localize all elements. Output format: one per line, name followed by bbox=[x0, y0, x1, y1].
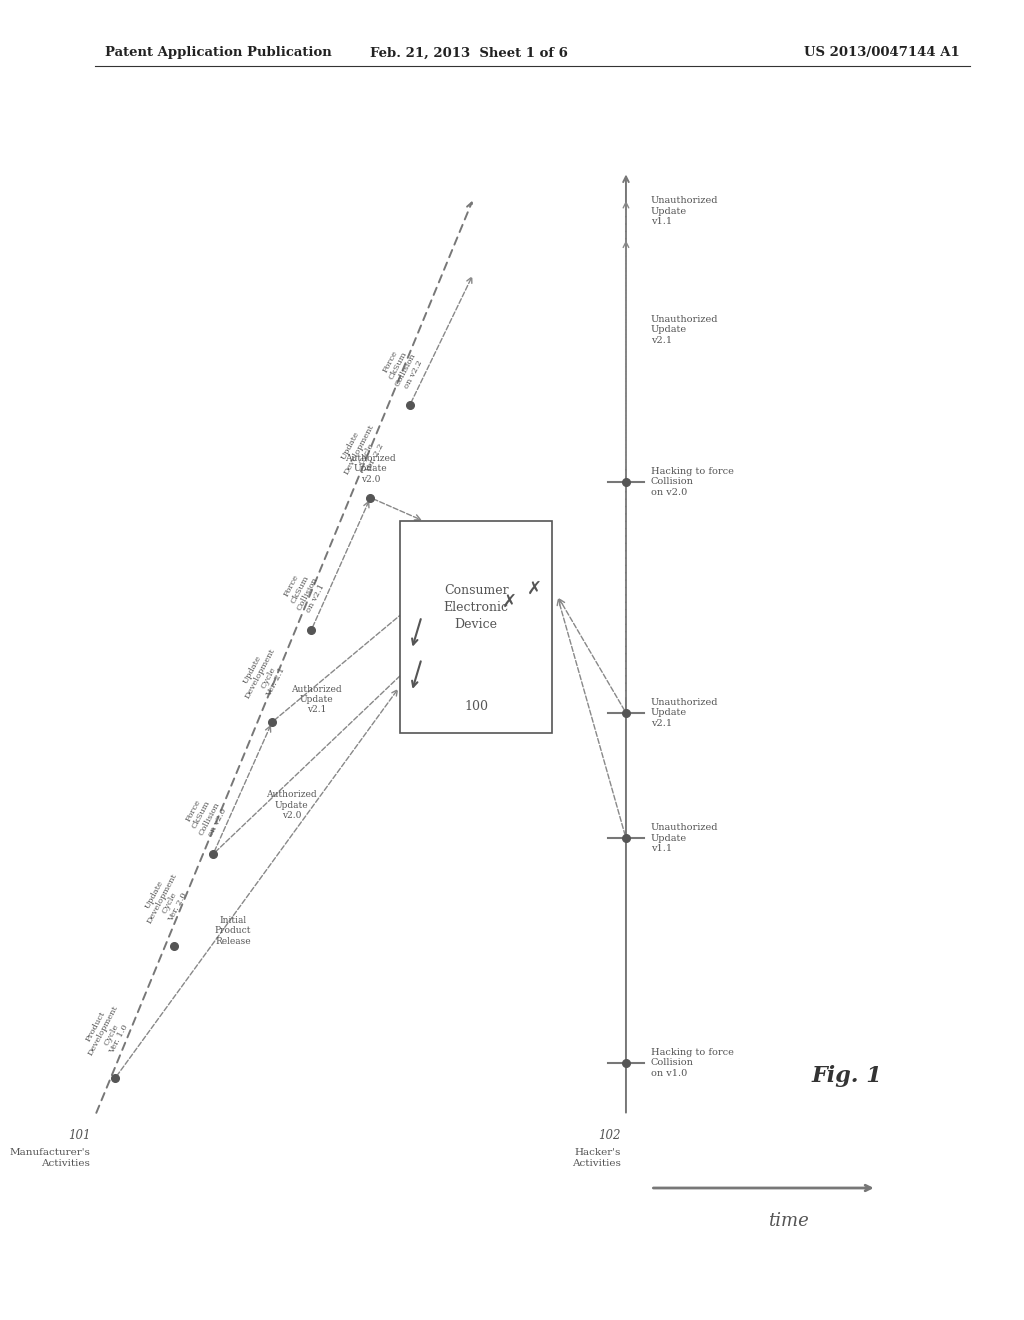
Bar bbox=[400, 521, 552, 733]
Text: 102: 102 bbox=[599, 1129, 621, 1142]
Text: 100: 100 bbox=[464, 700, 488, 713]
Text: ✗: ✗ bbox=[502, 593, 517, 611]
Text: Fig. 1: Fig. 1 bbox=[812, 1065, 883, 1086]
Text: Authorized
Update
v2.0: Authorized Update v2.0 bbox=[345, 454, 395, 483]
Text: Update
Development
Cycle
Ver. 2.1: Update Development Cycle Ver. 2.1 bbox=[236, 643, 293, 709]
Text: Force
CkSum
Collision
on v2.1: Force CkSum Collision on v2.1 bbox=[280, 568, 328, 616]
Text: Hacking to force
Collision
on v1.0: Hacking to force Collision on v1.0 bbox=[650, 1048, 733, 1077]
Text: Authorized
Update
v2.1: Authorized Update v2.1 bbox=[291, 685, 342, 714]
Text: Product
Development
Cycle
Ver. 1.0: Product Development Cycle Ver. 1.0 bbox=[79, 999, 135, 1065]
Text: time: time bbox=[768, 1212, 809, 1230]
Text: Force
CkSum
Collision
on v2.2: Force CkSum Collision on v2.2 bbox=[378, 343, 426, 392]
Text: Hacking to force
Collision
on v2.0: Hacking to force Collision on v2.0 bbox=[650, 467, 733, 496]
Text: Unauthorized
Update
v2.1: Unauthorized Update v2.1 bbox=[650, 698, 718, 727]
Text: 101: 101 bbox=[68, 1129, 90, 1142]
Text: Force
CkSum
Collision
on v2.0: Force CkSum Collision on v2.0 bbox=[181, 792, 229, 841]
Text: ✗: ✗ bbox=[526, 579, 542, 598]
Text: Hacker's
Activities: Hacker's Activities bbox=[572, 1148, 621, 1168]
Text: Consumer
Electronic
Device: Consumer Electronic Device bbox=[443, 583, 509, 631]
Text: Update
Development
Cycle
Ver. 2.0: Update Development Cycle Ver. 2.0 bbox=[137, 867, 195, 933]
Text: US 2013/0047144 A1: US 2013/0047144 A1 bbox=[805, 46, 961, 59]
Text: Unauthorized
Update
v1.1: Unauthorized Update v1.1 bbox=[650, 197, 718, 226]
Text: Manufacturer's
Activities: Manufacturer's Activities bbox=[9, 1148, 90, 1168]
Text: Feb. 21, 2013  Sheet 1 of 6: Feb. 21, 2013 Sheet 1 of 6 bbox=[370, 46, 567, 59]
Text: Initial
Product
Release: Initial Product Release bbox=[215, 916, 251, 945]
Text: Unauthorized
Update
v1.1: Unauthorized Update v1.1 bbox=[650, 824, 718, 853]
Text: Unauthorized
Update
v2.1: Unauthorized Update v2.1 bbox=[650, 315, 718, 345]
Text: Authorized
Update
v2.0: Authorized Update v2.0 bbox=[266, 791, 317, 820]
Text: Update
Development
Cycle
Ver. 2.2: Update Development Cycle Ver. 2.2 bbox=[334, 418, 391, 484]
Text: Patent Application Publication: Patent Application Publication bbox=[105, 46, 332, 59]
